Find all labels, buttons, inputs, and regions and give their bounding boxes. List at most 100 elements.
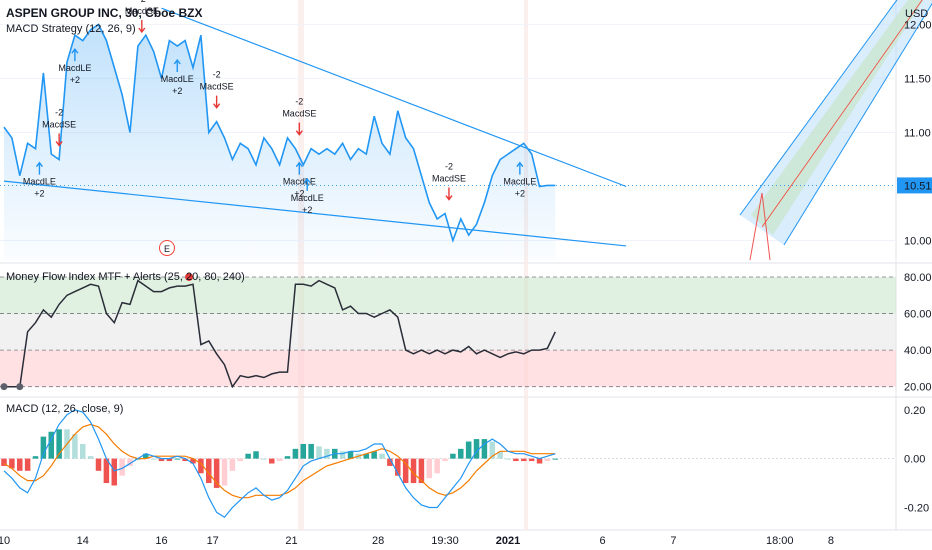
mfi-y-axis[interactable]: 80.00 60.00 40.00 20.00 (904, 272, 932, 394)
signal-label: MacdLE (161, 74, 194, 84)
time-axis[interactable]: 10 14 16 17 21 28 19:30 2021 6 7 18:00 8 (0, 535, 834, 547)
signal-label: MacdSE (42, 119, 76, 129)
mfi-overbought-dot (185, 272, 194, 281)
price-tick-label: 12.00 (904, 19, 932, 31)
short-entry-signal: -2 MacdSE (432, 162, 466, 201)
macd-histogram-bar (190, 458, 196, 464)
price-y-axis[interactable]: 12.00 11.50 11.00 10.00 10.51 (897, 19, 932, 248)
macd-histogram-bar (261, 458, 267, 460)
macd-histogram-bar (237, 458, 244, 462)
trendline (161, 7, 627, 188)
macd-histogram-bar (158, 458, 165, 462)
long-entry-signal: MacdLE +2 (58, 48, 91, 85)
mfi-tick-label: 20.00 (904, 382, 932, 394)
macd-histogram-bar (127, 458, 133, 466)
mfi-line[interactable] (4, 279, 556, 389)
macd-histogram-bar (363, 453, 370, 459)
macd-histogram-bar (16, 458, 23, 471)
macd-histogram-bar (166, 458, 173, 462)
macd-histogram-bar (513, 458, 519, 462)
currency-label: USD (905, 8, 928, 20)
short-arrow-icon (55, 133, 63, 147)
mfi-title[interactable]: Money Flow Index MTF + Alerts (25, 20, 8… (6, 271, 245, 283)
price-area (4, 24, 556, 261)
trendline (3, 180, 627, 247)
channel-upper-line (739, 0, 898, 216)
time-tick-label: 14 (77, 535, 89, 547)
short-entry-signal: -2 MacdSE (200, 70, 234, 109)
signal-label: -2 (295, 97, 303, 107)
regression-channel[interactable] (739, 0, 932, 261)
mfi-guides (0, 276, 896, 388)
symbol-title[interactable]: ASPEN GROUP INC, 30, Cboe BZX (6, 6, 202, 20)
event-marker[interactable]: E (159, 240, 175, 256)
signal-label: MacdLE (291, 193, 324, 203)
panel-separators (0, 0, 932, 531)
macd-histogram-bar (79, 443, 86, 459)
macd-histogram-bar (9, 458, 15, 469)
macd-signal-line[interactable] (3, 423, 556, 499)
signal-label: +2 (70, 75, 80, 85)
macd-histogram (1, 429, 559, 488)
macd-histogram-bar (103, 458, 110, 484)
long-arrow-icon (516, 161, 524, 175)
price-tick-label: 11.00 (904, 127, 931, 139)
signal-label: +2 (515, 189, 525, 199)
short-entry-signal: -2 MacdSE (282, 97, 316, 136)
price-panel[interactable]: MacdLE+2-2MacdSEMacdLE+2-2MacdSEMacdLE+2… (0, 0, 932, 261)
time-tick-label: 21 (285, 535, 297, 547)
long-entry-signal: MacdLE+2 (503, 161, 536, 199)
strategy-signals: MacdLE+2-2MacdSEMacdLE+2-2MacdSEMacdLE+2… (23, 0, 536, 215)
short-arrow-icon (295, 122, 303, 136)
signal-label: MacdLE (58, 63, 91, 73)
mfi-neutral-band (0, 313, 896, 351)
macd-histogram-bar (442, 458, 448, 462)
macd-histogram-bar (284, 456, 291, 459)
long-entry-signal: MacdLE+2 (291, 177, 324, 215)
signal-label: MacdSE (200, 82, 234, 92)
signal-label: -2 (445, 162, 453, 172)
short-arrow-icon (445, 187, 453, 201)
time-tick-label: 7 (670, 535, 676, 547)
event-marker-label: E (164, 244, 170, 254)
macd-histogram-bar (56, 429, 62, 459)
mfi-panel[interactable]: Money Flow Index MTF + Alerts (25, 20, 8… (0, 271, 896, 391)
macd-y-axis[interactable]: 0.20 0.00 -0.20 (904, 405, 929, 515)
macd-histogram-bar (347, 451, 354, 459)
time-tick-label: 8 (828, 535, 834, 547)
macd-line[interactable] (3, 409, 556, 518)
macd-histogram-bar (1, 458, 7, 466)
time-tick-label: 6 (599, 535, 605, 547)
macd-histogram-bar (206, 458, 212, 484)
macd-panel[interactable]: MACD (12, 26, close, 9) (0, 403, 896, 518)
macd-histogram-bar (552, 458, 559, 460)
macd-histogram-bar (87, 456, 94, 459)
time-tick-label: 17 (207, 535, 219, 547)
strategy-title[interactable]: MACD Strategy (12, 26, 9) (6, 23, 136, 35)
signal-label: -2 (138, 0, 146, 4)
macd-histogram-bar (521, 458, 527, 462)
long-entry-signal: MacdLE+2 (283, 161, 316, 199)
macd-histogram-bar (150, 458, 157, 460)
macd-histogram-bar (402, 458, 409, 484)
macd-histogram-bar (111, 458, 118, 486)
time-tick-label: 2021 (496, 535, 520, 547)
short-entry-signal: -2 MacdSE (42, 107, 76, 147)
signal-label: -2 (55, 107, 63, 117)
price-tick-label: 10.00 (904, 236, 932, 248)
macd-title[interactable]: MACD (12, 26, close, 9) (6, 403, 123, 415)
channel-anchor-line (761, 192, 771, 261)
short-entry-signal: -2 MacdSE (125, 0, 159, 34)
channel-center-line (761, 0, 923, 228)
trendlines[interactable] (3, 7, 627, 247)
signal-label: MacdSE (125, 6, 159, 16)
macd-histogram-bar (32, 456, 39, 459)
mfi-oversold-dot (0, 383, 8, 391)
mfi-oversold-band (0, 350, 896, 387)
signal-label: MacdLE (23, 177, 56, 187)
long-arrow-icon (173, 58, 181, 72)
long-entry-signal: MacdLE+2 (161, 58, 194, 96)
time-tick-label: 16 (155, 535, 167, 547)
price-line[interactable] (3, 23, 556, 244)
